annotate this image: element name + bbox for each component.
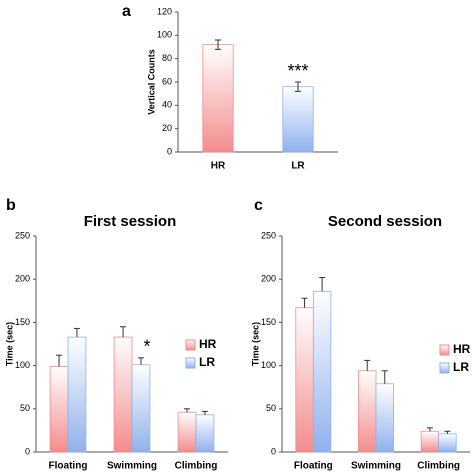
chart-title: Second session bbox=[328, 213, 442, 230]
bar bbox=[49, 366, 69, 453]
y-tick-label: 200 bbox=[261, 274, 276, 284]
y-tick-label: 100 bbox=[15, 360, 30, 370]
y-tick-label: 250 bbox=[261, 230, 276, 240]
x-tick-label: Swimming bbox=[107, 461, 157, 472]
bar bbox=[295, 307, 314, 453]
annotation: * bbox=[143, 337, 150, 357]
x-tick-label: HR bbox=[211, 161, 226, 172]
y-axis-label: Time (sec) bbox=[4, 322, 14, 366]
y-tick-label: 200 bbox=[15, 274, 30, 284]
y-tick-label: 100 bbox=[261, 360, 276, 370]
y-tick-label: 150 bbox=[15, 317, 30, 327]
y-tick-label: 60 bbox=[162, 76, 172, 86]
legend-label: LR bbox=[453, 360, 469, 374]
y-tick-label: 0 bbox=[25, 446, 30, 456]
bar bbox=[195, 414, 215, 453]
chart-title: First session bbox=[84, 213, 177, 230]
legend-label: HR bbox=[453, 342, 471, 356]
panel-label: b bbox=[6, 197, 16, 214]
y-axis-label: Time (sec) bbox=[250, 322, 260, 366]
legend-swatch bbox=[185, 339, 196, 351]
y-tick-label: 50 bbox=[266, 403, 276, 413]
bar bbox=[202, 44, 234, 153]
x-tick-label: Swimming bbox=[351, 461, 401, 472]
x-tick-label: Floating bbox=[294, 461, 333, 472]
y-tick-label: 120 bbox=[157, 6, 172, 16]
bar bbox=[420, 430, 440, 453]
annotation: *** bbox=[287, 61, 308, 81]
bar bbox=[438, 433, 457, 453]
bar bbox=[67, 336, 87, 453]
bar bbox=[358, 370, 377, 453]
bar bbox=[312, 290, 332, 453]
y-axis-label: Vertical Counts bbox=[146, 49, 156, 115]
bar bbox=[375, 383, 394, 453]
panel-label: c bbox=[254, 197, 263, 214]
bar bbox=[177, 411, 197, 453]
y-tick-label: 20 bbox=[162, 123, 172, 133]
legend-swatch bbox=[439, 362, 450, 374]
panel-label: a bbox=[122, 3, 131, 20]
x-tick-label: Climbing bbox=[175, 461, 218, 472]
x-tick-label: Climbing bbox=[417, 461, 460, 472]
legend-label: LR bbox=[199, 355, 215, 369]
bar bbox=[131, 364, 151, 453]
x-tick-label: LR bbox=[291, 161, 305, 172]
legend-swatch bbox=[185, 357, 196, 369]
legend-label: HR bbox=[199, 337, 217, 351]
bar bbox=[282, 86, 314, 153]
y-tick-label: 50 bbox=[20, 403, 30, 413]
y-tick-label: 100 bbox=[157, 30, 172, 40]
y-tick-label: 250 bbox=[15, 230, 30, 240]
y-tick-label: 0 bbox=[167, 146, 172, 156]
y-tick-label: 80 bbox=[162, 53, 172, 63]
y-tick-label: 40 bbox=[162, 100, 172, 110]
y-tick-label: 150 bbox=[261, 317, 276, 327]
legend-swatch bbox=[439, 344, 450, 356]
y-tick-label: 0 bbox=[271, 446, 276, 456]
bar bbox=[113, 336, 133, 453]
x-tick-label: Floating bbox=[49, 461, 88, 472]
